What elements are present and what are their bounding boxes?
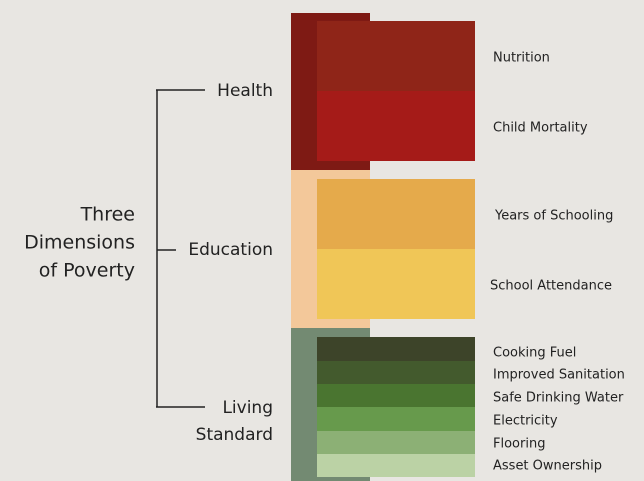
indicator-block	[317, 249, 475, 319]
indicator-block	[317, 337, 475, 361]
indicator-block	[317, 179, 475, 249]
dimension-label: Living	[222, 398, 273, 418]
indicator-block	[317, 431, 475, 454]
indicator-block	[317, 384, 475, 407]
indicator-block	[317, 361, 475, 384]
title-line: Dimensions	[24, 232, 135, 254]
indicator-label: School Attendance	[490, 279, 612, 294]
indicator-label: Nutrition	[493, 51, 550, 66]
indicator-label: Cooking Fuel	[493, 346, 576, 361]
indicator-label: Years of Schooling	[494, 209, 613, 224]
indicator-label: Flooring	[493, 437, 545, 452]
title-line: of Poverty	[39, 260, 135, 282]
indicator-block	[317, 454, 475, 477]
indicator-block	[317, 407, 475, 431]
bracket	[156, 89, 205, 408]
dimension-label: Standard	[196, 425, 273, 445]
title-line: Three	[80, 204, 135, 226]
indicator-label: Improved Sanitation	[493, 368, 625, 383]
dimension-label: Education	[188, 240, 273, 260]
indicator-block	[317, 21, 475, 91]
indicator-label: Safe Drinking Water	[493, 391, 624, 406]
indicator-label: Asset Ownership	[493, 459, 602, 474]
indicator-label: Child Mortality	[493, 121, 588, 136]
indicator-label: Electricity	[493, 414, 558, 429]
dimension-label: Health	[217, 81, 273, 101]
indicator-block	[317, 91, 475, 161]
